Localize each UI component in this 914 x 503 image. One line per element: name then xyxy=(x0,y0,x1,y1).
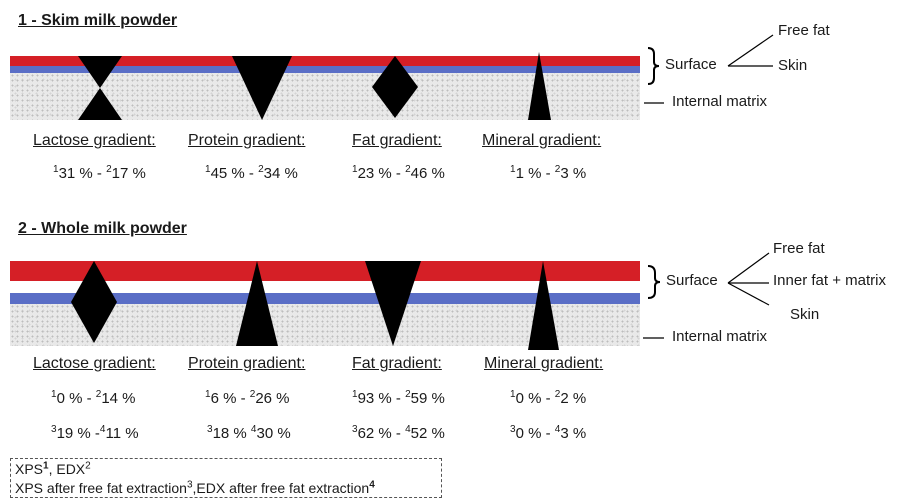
s1-protein-gradient-shape xyxy=(232,56,292,120)
s1-fat-label: Fat gradient: xyxy=(352,132,442,149)
s2-lactose-label: Lactose gradient: xyxy=(33,355,156,372)
legend-line-2: XPS after free fat extraction3,EDX after… xyxy=(15,479,375,496)
s2-protein-values-xps-edx: 16 % - 226 % xyxy=(205,389,290,408)
section1-title: 1 - Skim milk powder xyxy=(18,12,178,29)
s2-lactose-values-xps-edx: 10 % - 214 % xyxy=(51,389,136,408)
s2-fat-label: Fat gradient: xyxy=(352,355,442,372)
s2-white-layer xyxy=(10,281,640,293)
s1-free-fat-line xyxy=(727,34,774,67)
s2-protein-values-after-extraction: 318 % 430 % xyxy=(207,424,291,443)
s1-lactose-values: 131 % - 217 % xyxy=(53,164,146,183)
s1-surface-brace xyxy=(647,47,660,85)
legend-line-1: XPS1, EDX2 xyxy=(15,460,91,477)
s2-fat-values-after-extraction: 362 % - 452 % xyxy=(352,424,445,443)
s2-mineral-label: Mineral gradient: xyxy=(484,355,604,372)
s2-surface-label: Surface xyxy=(666,272,718,289)
s2-mineral-gradient-shape xyxy=(528,261,559,350)
s2-skin-line xyxy=(727,282,770,306)
s1-fat-gradient-shape xyxy=(372,56,418,118)
s1-internal-matrix-label: Internal matrix xyxy=(672,93,768,110)
s2-skin-label: Skin xyxy=(790,306,820,323)
s1-free-fat-label: Free fat xyxy=(778,22,830,39)
s2-lactose-values-after-extraction: 319 % -411 % xyxy=(51,424,139,443)
s1-surface-label: Surface xyxy=(665,56,717,73)
s2-blue-layer xyxy=(10,293,640,304)
s1-fat-values: 123 % - 246 % xyxy=(352,164,445,183)
s2-mineral-values-after-extraction: 30 % - 43 % xyxy=(510,424,587,443)
s1-protein-label: Protein gradient: xyxy=(188,132,306,149)
s2-lactose-gradient-shape xyxy=(71,261,117,343)
section2-title: 2 - Whole milk powder xyxy=(18,220,187,237)
s2-free-fat-line xyxy=(727,252,770,284)
s1-mineral-values: 11 % - 23 % xyxy=(510,164,587,183)
s1-blue-layer xyxy=(10,66,640,73)
s2-fat-values-xps-edx: 193 % - 259 % xyxy=(352,389,445,408)
s2-red-layer xyxy=(10,261,640,281)
s2-inner-fat-label: Inner fat + matrix xyxy=(773,272,886,289)
s2-protein-label: Protein gradient: xyxy=(188,355,306,372)
s2-internal-matrix-label: Internal matrix xyxy=(672,328,768,345)
s1-red-layer xyxy=(10,56,640,66)
s2-fat-gradient-shape xyxy=(365,261,421,346)
s2-mineral-values-xps-edx: 10 % - 22 % xyxy=(510,389,587,408)
s2-protein-gradient-shape xyxy=(236,261,278,346)
s2-free-fat-label: Free fat xyxy=(773,240,825,257)
s1-mineral-gradient-shape xyxy=(528,52,551,120)
method-legend-box: XPS1, EDX2 XPS after free fat extraction… xyxy=(10,458,442,498)
s1-lactose-gradient-shape-top xyxy=(78,56,122,88)
s1-skin-label: Skin xyxy=(778,57,808,74)
s1-lactose-gradient-shape-bottom xyxy=(78,88,122,120)
s1-protein-values: 145 % - 234 % xyxy=(205,164,298,183)
s1-lactose-label: Lactose gradient: xyxy=(33,132,156,149)
s1-mineral-label: Mineral gradient: xyxy=(482,132,602,149)
s2-surface-brace xyxy=(647,265,661,299)
